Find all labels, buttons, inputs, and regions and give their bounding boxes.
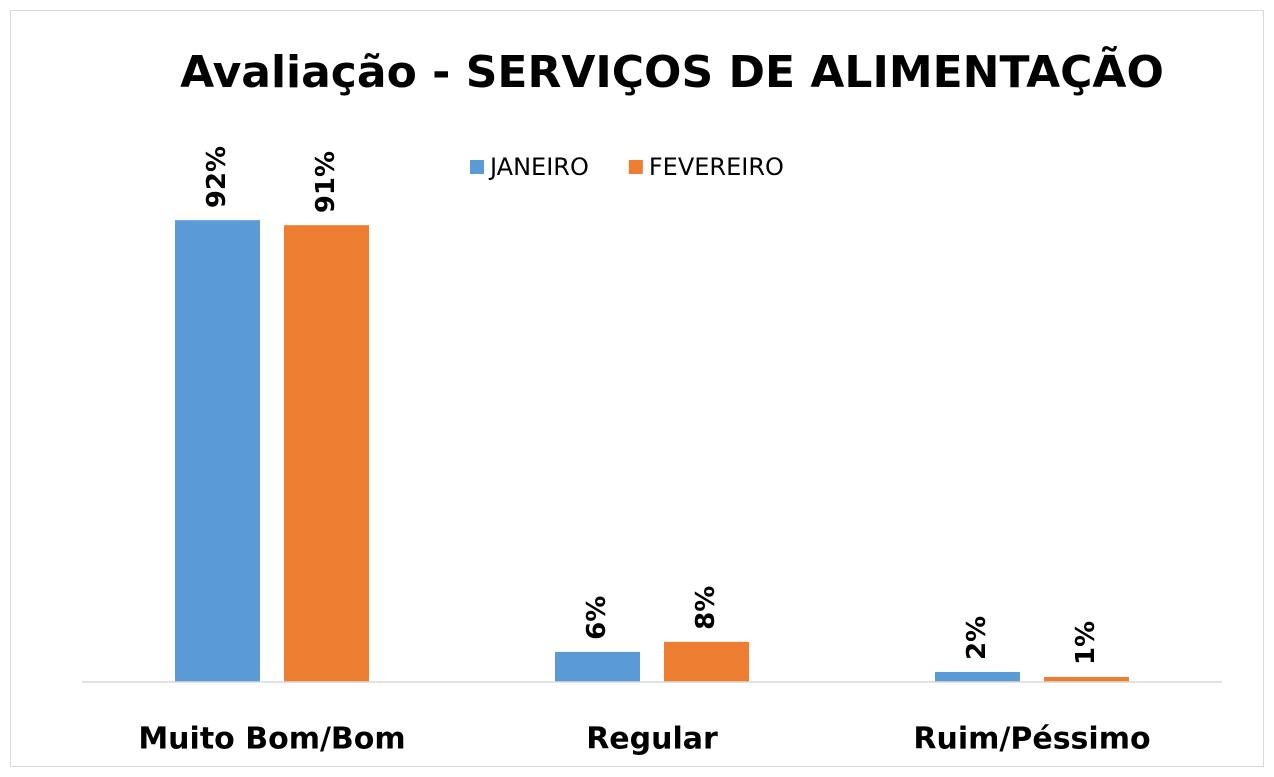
bar: [175, 220, 260, 682]
data-label: 1%: [1071, 621, 1101, 665]
data-label: 6%: [582, 596, 612, 640]
bar: [664, 641, 749, 682]
chart-title: Avaliação - SERVIÇOS DE ALIMENTAÇÃO: [180, 45, 1164, 98]
bar: [935, 671, 1020, 682]
data-label: 92%: [202, 146, 232, 208]
legend-label: FEVEREIRO: [649, 153, 784, 181]
bar: [1044, 676, 1129, 682]
bar: [284, 225, 369, 682]
x-tick-label: Ruim/Péssimo: [913, 722, 1150, 757]
data-label: 91%: [311, 151, 341, 213]
legend-swatch: [470, 160, 484, 174]
legend-label: JANEIRO: [488, 153, 589, 181]
bar: [555, 651, 640, 682]
data-label: 2%: [962, 616, 992, 660]
x-tick-label: Regular: [586, 722, 718, 757]
x-tick-label: Muito Bom/Bom: [138, 722, 405, 757]
legend-swatch: [628, 160, 643, 174]
data-label: 8%: [691, 586, 721, 630]
